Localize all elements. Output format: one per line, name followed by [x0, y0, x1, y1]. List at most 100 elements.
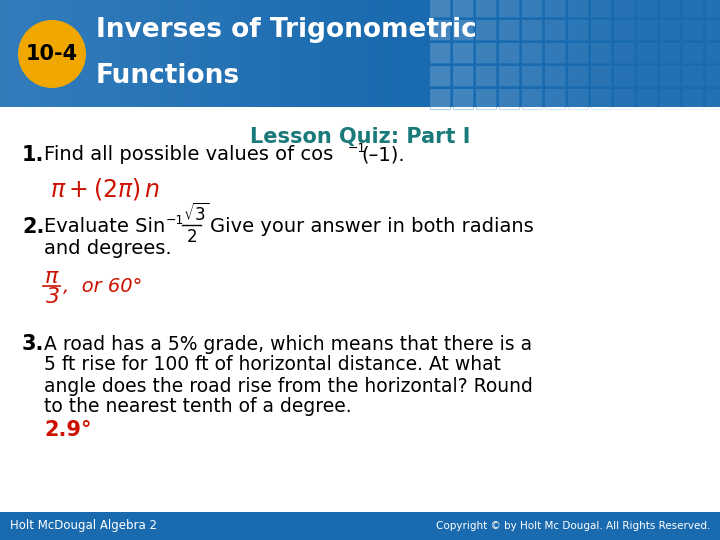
Bar	[300, 0, 305, 107]
Bar	[390, 0, 395, 107]
Bar	[235, 0, 240, 107]
Text: Find all possible values of cos: Find all possible values of cos	[44, 145, 333, 165]
Bar	[591, 0, 611, 17]
Bar	[330, 0, 335, 107]
Bar	[350, 0, 355, 107]
Bar	[591, 43, 611, 63]
Bar	[545, 66, 565, 86]
Bar	[270, 0, 275, 107]
Bar	[591, 20, 611, 40]
Bar	[100, 0, 105, 107]
Bar	[660, 66, 680, 86]
Bar	[545, 20, 565, 40]
Text: angle does the road rise from the horizontal? Round: angle does the road rise from the horizo…	[44, 376, 533, 395]
Bar	[215, 0, 220, 107]
Bar	[568, 20, 588, 40]
Text: 3.: 3.	[22, 334, 45, 354]
Bar	[660, 0, 680, 17]
Bar	[290, 0, 295, 107]
Bar	[591, 66, 611, 86]
Bar	[430, 43, 450, 63]
Bar	[325, 0, 330, 107]
Bar	[614, 43, 634, 63]
Bar	[683, 66, 703, 86]
Text: A road has a 5% grade, which means that there is a: A road has a 5% grade, which means that …	[44, 334, 532, 354]
Bar	[5, 0, 10, 107]
Bar	[260, 0, 265, 107]
Bar	[545, 66, 565, 86]
Bar	[568, 0, 588, 17]
Bar	[430, 20, 450, 40]
Bar	[170, 0, 175, 107]
Bar	[230, 0, 235, 107]
Text: 2: 2	[187, 228, 197, 246]
Bar	[335, 0, 340, 107]
Bar	[522, 43, 542, 63]
Bar	[614, 20, 634, 40]
Text: Give your answer in both radians: Give your answer in both radians	[210, 218, 534, 237]
Bar	[0, 0, 720, 107]
Bar	[430, 0, 450, 17]
Bar	[706, 20, 720, 40]
Bar	[683, 89, 703, 109]
Bar	[105, 0, 110, 107]
Bar	[30, 0, 35, 107]
Bar	[568, 43, 588, 63]
Bar	[660, 43, 680, 63]
Bar	[453, 20, 473, 40]
Bar	[195, 0, 200, 107]
Bar	[476, 43, 496, 63]
Bar	[345, 0, 350, 107]
Bar	[568, 89, 588, 109]
Bar	[545, 89, 565, 109]
Bar	[476, 89, 496, 109]
Bar	[180, 0, 185, 107]
Bar	[75, 0, 80, 107]
Bar	[453, 66, 473, 86]
Bar	[295, 0, 300, 107]
Bar	[637, 43, 657, 63]
Bar	[499, 0, 519, 17]
Bar	[35, 0, 40, 107]
Bar	[683, 0, 703, 17]
Bar	[706, 43, 720, 63]
Bar	[476, 66, 496, 86]
Bar	[380, 0, 385, 107]
Bar	[275, 0, 280, 107]
Bar	[245, 0, 250, 107]
Bar	[45, 0, 50, 107]
Bar	[210, 0, 215, 107]
Bar	[591, 89, 611, 109]
Bar	[90, 0, 95, 107]
Bar	[340, 0, 345, 107]
Bar	[591, 89, 611, 109]
Bar	[250, 0, 255, 107]
Bar	[637, 66, 657, 86]
Text: ,  or 60°: , or 60°	[63, 278, 143, 296]
Bar	[545, 89, 565, 109]
Bar	[568, 89, 588, 109]
Bar	[95, 0, 100, 107]
Bar	[453, 0, 473, 17]
Bar	[125, 0, 130, 107]
Bar	[185, 0, 190, 107]
Bar	[85, 0, 90, 107]
Bar	[499, 0, 519, 17]
Bar	[430, 0, 450, 17]
Bar	[430, 66, 450, 86]
Bar	[205, 0, 210, 107]
Bar	[315, 0, 320, 107]
Bar	[476, 89, 496, 109]
Bar	[285, 0, 290, 107]
Bar	[430, 20, 450, 40]
Bar	[683, 0, 703, 17]
Text: Evaluate Sin: Evaluate Sin	[44, 218, 166, 237]
Bar	[660, 43, 680, 63]
Bar	[637, 89, 657, 109]
Bar	[660, 0, 680, 17]
Bar	[365, 0, 370, 107]
Bar	[115, 0, 120, 107]
Text: 2.: 2.	[22, 217, 45, 237]
Bar	[50, 0, 55, 107]
Text: and degrees.: and degrees.	[44, 240, 171, 259]
